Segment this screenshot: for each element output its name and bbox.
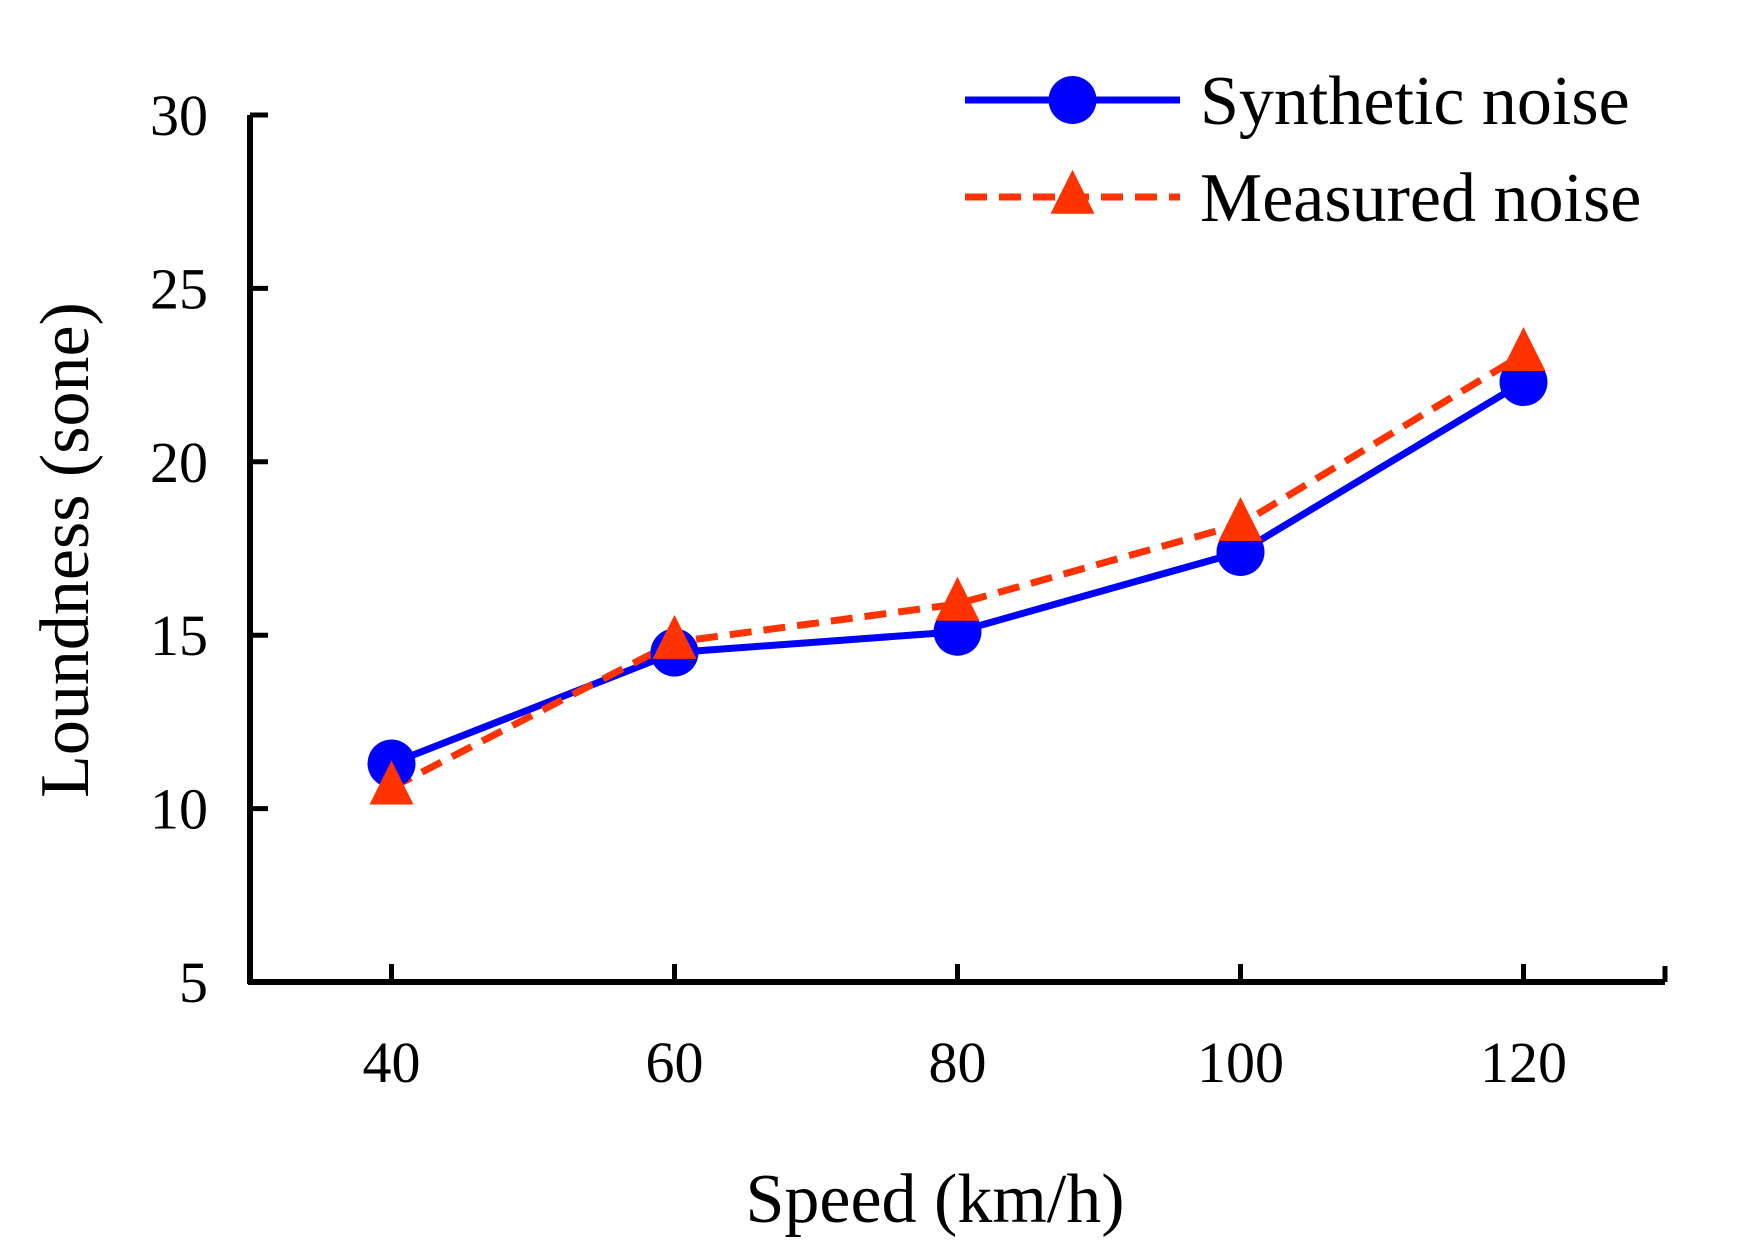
x-tick-label: 60 xyxy=(646,1030,704,1095)
data-point-measured xyxy=(652,614,697,659)
series-line-synthetic xyxy=(390,379,1526,767)
axes xyxy=(247,115,1668,985)
legend-marker xyxy=(1050,169,1095,214)
y-tick-label: 20 xyxy=(150,430,208,495)
y-axis-title: Loundness (sone) xyxy=(27,302,104,798)
ticks: 5 10 15 20 25 30 40 60 80 100 120 xyxy=(150,83,1567,1095)
legend-label: Measured noise xyxy=(1200,160,1641,237)
y-tick-label: 10 xyxy=(150,777,208,842)
legend-marker xyxy=(1048,76,1097,124)
legend: Synthetic noise Measured noise xyxy=(965,63,1641,237)
data-point-measured xyxy=(935,576,980,621)
series xyxy=(367,327,1548,805)
legend-label: Synthetic noise xyxy=(1200,63,1630,140)
x-tick-label: 40 xyxy=(363,1030,421,1095)
series-line-measured xyxy=(389,351,1526,791)
y-tick-label: 30 xyxy=(150,83,208,148)
data-point-measured xyxy=(1501,327,1546,372)
data-point-measured xyxy=(1218,496,1263,541)
x-tick-label: 100 xyxy=(1197,1030,1284,1095)
data-point-measured xyxy=(369,760,414,805)
y-tick-label: 25 xyxy=(150,256,208,321)
x-tick-label: 80 xyxy=(929,1030,987,1095)
x-tick-label: 120 xyxy=(1480,1030,1567,1095)
y-tick-label: 15 xyxy=(150,603,208,668)
y-tick-label: 5 xyxy=(179,950,208,1015)
x-axis-title: Speed (km/h) xyxy=(745,1161,1124,1238)
